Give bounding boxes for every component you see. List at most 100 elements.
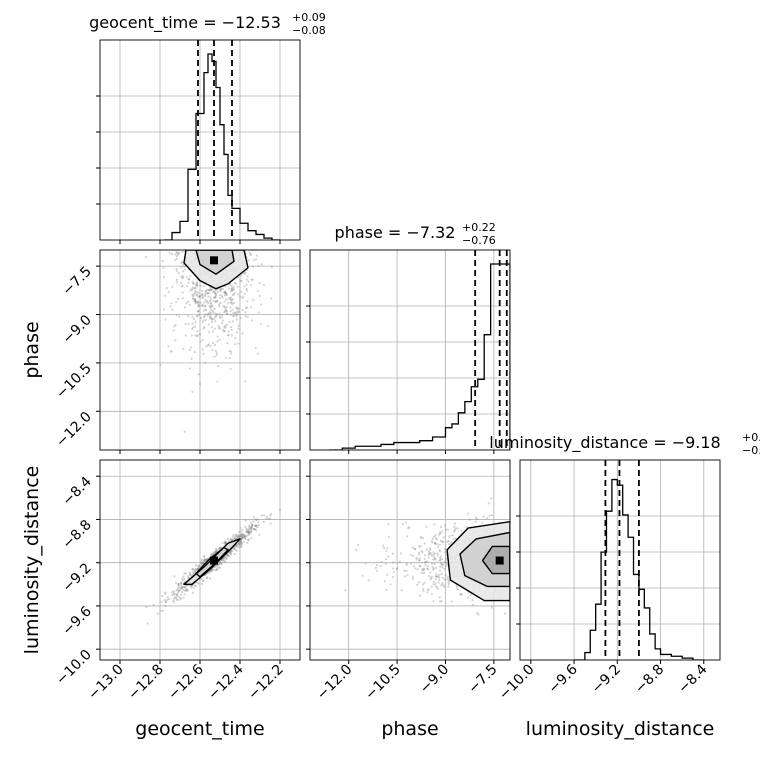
sample-point xyxy=(233,292,236,295)
sample-point xyxy=(225,309,228,312)
sample-point xyxy=(490,606,493,609)
sample-point xyxy=(265,515,268,518)
sample-point xyxy=(163,308,166,311)
x-axis-label-luminosity_distance: luminosity_distance xyxy=(526,718,715,740)
sample-point xyxy=(184,572,187,575)
sample-point xyxy=(238,542,241,545)
sample-point xyxy=(212,341,215,345)
sample-point xyxy=(193,300,196,303)
sample-point xyxy=(441,576,444,579)
sample-point xyxy=(243,285,246,288)
sample-point xyxy=(209,288,212,291)
sample-point xyxy=(228,539,231,542)
sample-point xyxy=(443,548,447,551)
sample-point xyxy=(192,282,195,285)
sample-point xyxy=(422,590,425,593)
sample-point xyxy=(450,600,453,603)
sample-point xyxy=(235,331,239,334)
sample-point xyxy=(224,292,228,295)
sample-point xyxy=(432,583,435,586)
sample-point xyxy=(202,325,206,329)
sample-point xyxy=(425,548,428,551)
sample-point xyxy=(448,543,451,546)
sample-point xyxy=(419,537,423,540)
sample-point xyxy=(223,324,226,327)
sample-point xyxy=(215,351,218,355)
x-tick-label: −10.5 xyxy=(362,662,404,704)
sample-point xyxy=(278,508,282,512)
sample-point xyxy=(453,525,456,528)
sample-point xyxy=(164,600,167,604)
sample-point xyxy=(183,572,186,575)
panel-title-geocent_time: geocent_time = −12.53 xyxy=(89,13,281,33)
sample-point xyxy=(452,538,455,541)
sample-point xyxy=(262,520,265,523)
sample-point xyxy=(481,522,484,525)
sample-point xyxy=(212,290,215,294)
sample-point xyxy=(176,253,179,256)
sample-point xyxy=(251,523,254,526)
sample-point xyxy=(213,327,216,330)
sample-point xyxy=(442,583,445,586)
sample-point xyxy=(269,514,272,517)
sample-point xyxy=(427,589,430,592)
sample-point xyxy=(431,537,434,540)
sample-point xyxy=(243,535,246,538)
sample-point xyxy=(224,291,227,294)
sample-point xyxy=(206,314,209,317)
sample-point xyxy=(198,295,201,298)
sample-point xyxy=(218,338,221,341)
sample-point xyxy=(182,297,185,300)
sample-point xyxy=(175,269,178,273)
sample-point xyxy=(187,576,191,579)
sample-point xyxy=(209,315,212,319)
sample-point xyxy=(237,307,240,310)
sample-point xyxy=(192,586,195,590)
sample-point xyxy=(248,527,251,530)
sample-point xyxy=(255,518,258,521)
sample-point xyxy=(231,289,234,292)
sample-point xyxy=(189,573,192,576)
sample-point xyxy=(215,313,218,316)
sample-point xyxy=(418,553,421,556)
sample-point xyxy=(180,583,183,586)
sample-point xyxy=(202,295,205,299)
sample-point xyxy=(426,564,429,568)
sample-point xyxy=(242,536,246,539)
sample-point xyxy=(214,300,217,303)
sample-point xyxy=(237,327,240,330)
sample-point xyxy=(249,528,253,531)
sample-point xyxy=(418,594,422,597)
sample-point xyxy=(204,313,207,316)
sample-point xyxy=(429,578,432,581)
sample-point xyxy=(222,291,226,294)
sample-point xyxy=(228,321,231,324)
sample-point xyxy=(230,352,233,355)
sample-point xyxy=(432,555,436,559)
sample-point xyxy=(438,531,442,534)
sample-point xyxy=(218,312,221,315)
sample-point xyxy=(224,560,227,563)
sample-point xyxy=(192,286,195,289)
sample-point xyxy=(177,583,180,586)
sample-point xyxy=(250,524,253,528)
sample-point xyxy=(201,294,204,297)
sample-point xyxy=(386,573,389,576)
sample-point xyxy=(163,591,167,594)
sample-point xyxy=(441,566,444,569)
sample-point xyxy=(175,300,178,303)
sample-point xyxy=(438,543,441,546)
sample-point xyxy=(216,300,219,303)
sample-point xyxy=(204,294,207,298)
sample-point xyxy=(191,297,195,300)
sample-point xyxy=(220,295,224,298)
sample-point xyxy=(218,547,221,550)
sample-point xyxy=(222,305,225,308)
sample-point xyxy=(444,565,447,568)
sample-point xyxy=(209,306,212,309)
sample-point xyxy=(172,597,175,600)
sample-point xyxy=(433,542,436,545)
sample-point xyxy=(226,302,230,305)
sample-point xyxy=(211,304,214,307)
